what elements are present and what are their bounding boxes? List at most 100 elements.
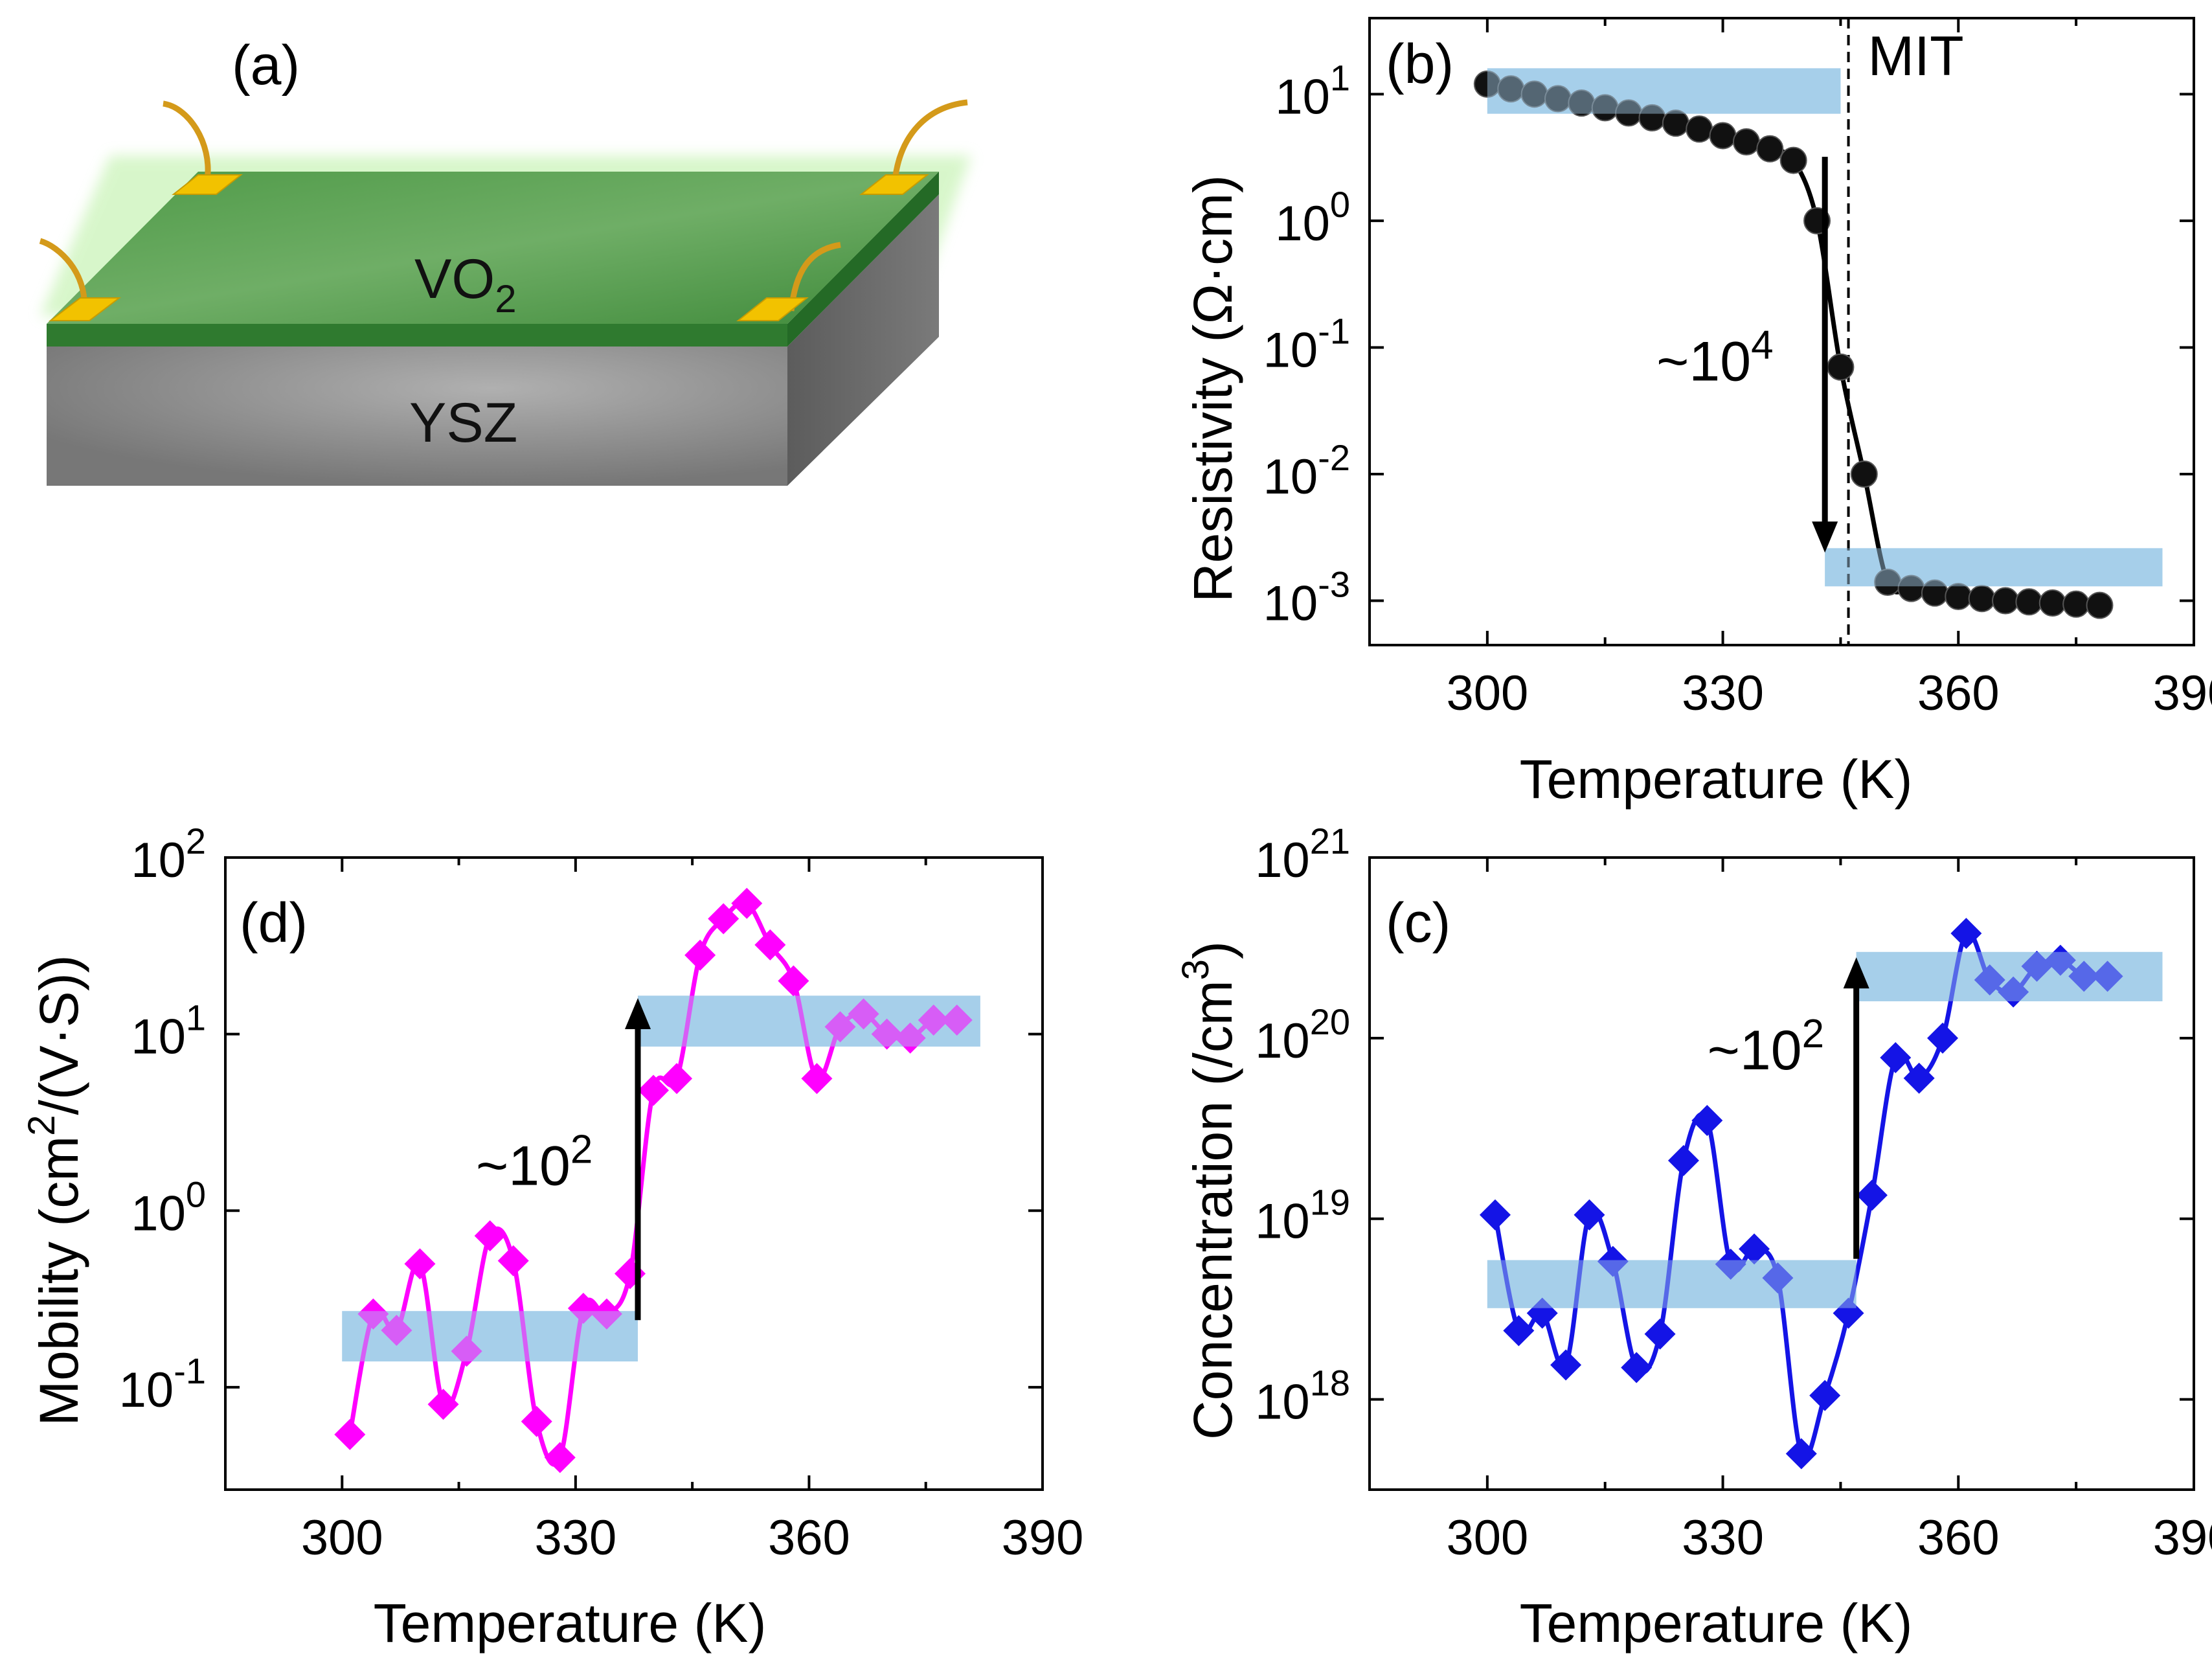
data-point — [1968, 585, 1996, 613]
substrate-side-face — [787, 194, 939, 486]
x-tick-label: 390 — [2153, 1510, 2212, 1565]
data-point — [1503, 1315, 1535, 1347]
data-point — [754, 929, 786, 961]
data-point — [2015, 588, 2043, 616]
x-axis-title: Temperature (K) — [1520, 1593, 1913, 1654]
data-point — [1856, 1179, 1888, 1211]
data-point — [1686, 115, 1713, 143]
data-point — [451, 1336, 482, 1367]
data-point — [1550, 1349, 1582, 1381]
data-point — [1945, 583, 1972, 611]
y-tick-label: 10-3 — [1263, 564, 1350, 631]
data-point — [1950, 918, 1982, 949]
data-point — [1850, 460, 1878, 488]
contact-pad-icon — [172, 174, 243, 195]
data-point — [894, 1022, 926, 1054]
plot-frame — [224, 856, 1044, 1491]
data-point — [497, 1245, 529, 1277]
mit-label: MIT — [1868, 25, 1964, 87]
data-point — [474, 1220, 506, 1252]
highlight-band-overlay-0 — [1487, 68, 1841, 114]
series-line — [347, 900, 958, 1467]
data-point — [427, 1389, 459, 1420]
data-point — [1644, 1318, 1676, 1350]
highlight-band-0 — [1487, 1260, 1857, 1308]
data-point — [1739, 1233, 1770, 1265]
data-point — [941, 1005, 973, 1036]
contact-pad-icon — [859, 174, 929, 195]
y-tick-label: 100 — [1275, 184, 1350, 251]
contact-pad-icon — [49, 297, 121, 321]
data-point — [1526, 1297, 1558, 1329]
data-point — [1779, 146, 1807, 174]
resistivity-chart: MIT ~104 300 330 360 390 101 100 10-1 10-2 10-3 Tem… — [1182, 17, 2212, 810]
y-tick-label: 102 — [131, 821, 206, 888]
x-tick-label: 390 — [1002, 1510, 1084, 1565]
data-point — [918, 1005, 949, 1036]
change-arrow-head — [1843, 957, 1869, 989]
data-point — [2038, 589, 2066, 617]
y-tick-label: 1019 — [1255, 1182, 1350, 1249]
data-point — [381, 1315, 412, 1347]
data-point — [1809, 1380, 1841, 1411]
film-top-face — [47, 172, 939, 324]
schematic-panel: (a) VO2 YSZ — [39, 34, 971, 486]
y-tick-label: 1021 — [1255, 821, 1350, 888]
panel-label-d: (d) — [240, 892, 308, 954]
data-point — [2044, 944, 2076, 976]
y-axis-title: Concentration (/cm3) — [1175, 941, 1243, 1440]
panel-label-b: (b) — [1386, 33, 1454, 95]
data-point — [1762, 1262, 1794, 1294]
data-point — [778, 965, 809, 997]
highlight-band-overlay-0 — [342, 1311, 638, 1362]
y-tick-label: 1018 — [1255, 1363, 1350, 1430]
change-label: ~102 — [476, 1128, 592, 1198]
data-point — [1756, 135, 1784, 163]
data-point — [1662, 109, 1689, 137]
data-point — [1992, 587, 2020, 615]
y-tick-label: 1020 — [1255, 1001, 1350, 1069]
x-tick-label: 330 — [1682, 666, 1764, 721]
y-tick-label: 101 — [131, 997, 206, 1065]
x-tick-label: 390 — [2153, 666, 2212, 721]
film-label: VO2 — [414, 248, 517, 321]
y-tick-label: 10-1 — [119, 1350, 206, 1418]
highlight-band-overlay-0 — [1487, 1260, 1857, 1308]
y-tick-label: 101 — [1275, 57, 1350, 124]
change-arrow-head — [1812, 521, 1838, 553]
panel-label-c: (c) — [1386, 892, 1450, 954]
y-tick-label: 10-1 — [1263, 310, 1350, 378]
data-point — [2062, 590, 2090, 618]
substrate-front-face — [47, 347, 787, 486]
data-point — [357, 1298, 389, 1330]
data-point — [2021, 950, 2053, 982]
plot-frame — [1368, 17, 2195, 646]
data-point — [1574, 1199, 1605, 1231]
data-point — [1827, 353, 1855, 381]
data-point — [848, 998, 879, 1030]
data-point — [404, 1248, 436, 1280]
data-point — [1833, 1297, 1864, 1329]
data-point — [1880, 1041, 1912, 1073]
data-point — [1998, 976, 2029, 1008]
data-point — [661, 1063, 693, 1095]
data-point — [2086, 591, 2114, 619]
x-tick-label: 300 — [1446, 1510, 1528, 1565]
x-tick-label: 360 — [768, 1510, 850, 1565]
data-point — [521, 1405, 552, 1437]
data-point — [1597, 1245, 1629, 1277]
x-tick-label: 360 — [1917, 666, 2000, 721]
bond-wire-icon — [892, 99, 968, 181]
y-axis-title: Mobility (cm2/(V·S)) — [21, 955, 89, 1426]
highlight-band-overlay-1 — [1856, 951, 2163, 1001]
contact-pad-icon — [736, 297, 809, 321]
data-point — [1479, 1199, 1511, 1231]
data-point — [708, 903, 739, 935]
x-tick-label: 300 — [1446, 666, 1528, 721]
x-tick-label: 330 — [534, 1510, 616, 1565]
data-point — [1709, 122, 1737, 150]
data-point — [1785, 1438, 1817, 1470]
data-point — [1667, 1144, 1699, 1176]
data-point — [2068, 961, 2100, 992]
